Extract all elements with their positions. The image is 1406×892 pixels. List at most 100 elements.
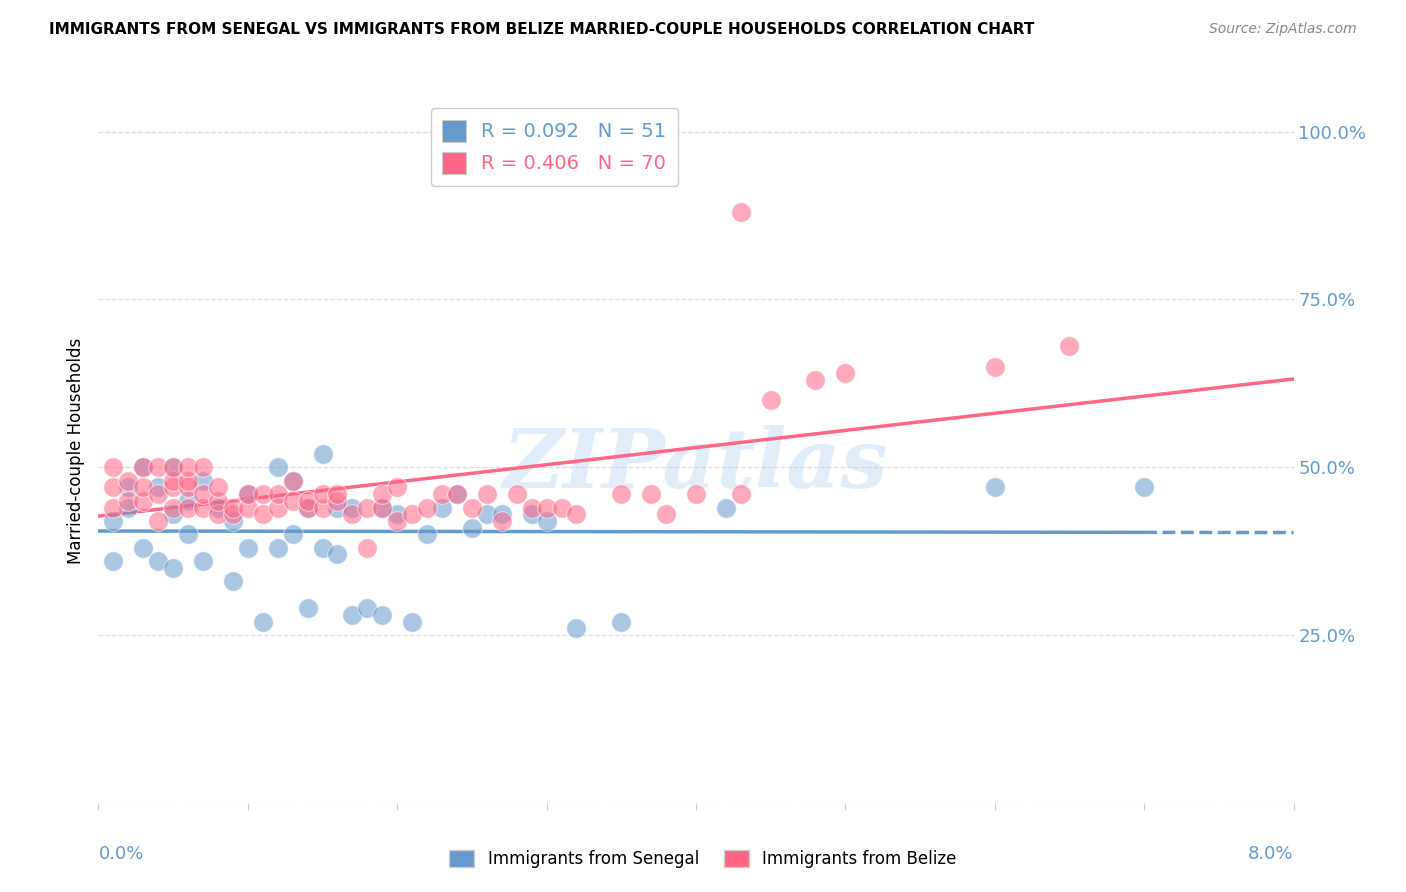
Point — [655, 507, 678, 521]
Point — [267, 460, 290, 475]
Point — [132, 480, 155, 494]
Legend: R = 0.092   N = 51, R = 0.406   N = 70: R = 0.092 N = 51, R = 0.406 N = 70 — [430, 108, 678, 186]
Point — [730, 487, 752, 501]
Point — [191, 554, 214, 568]
Point — [326, 500, 349, 515]
Point — [520, 500, 543, 515]
Point — [162, 474, 184, 488]
Point — [984, 359, 1007, 374]
Point — [342, 507, 364, 521]
Point — [207, 480, 229, 494]
Point — [148, 460, 170, 475]
Point — [984, 480, 1007, 494]
Point — [222, 574, 245, 589]
Point — [834, 366, 856, 380]
Point — [610, 487, 633, 501]
Point — [191, 474, 214, 488]
Point — [117, 493, 139, 508]
Point — [103, 480, 125, 494]
Point — [177, 493, 200, 508]
Point — [162, 480, 184, 494]
Point — [311, 541, 333, 555]
Point — [281, 527, 304, 541]
Point — [103, 500, 125, 515]
Point — [222, 514, 245, 528]
Point — [536, 500, 558, 515]
Point — [132, 460, 155, 475]
Point — [132, 541, 155, 555]
Point — [162, 561, 184, 575]
Point — [281, 474, 304, 488]
Point — [371, 607, 394, 622]
Point — [385, 507, 409, 521]
Point — [714, 500, 737, 515]
Point — [326, 548, 349, 562]
Point — [267, 487, 290, 501]
Point — [550, 500, 572, 515]
Point — [565, 621, 588, 635]
Point — [804, 373, 827, 387]
Point — [222, 507, 245, 521]
Point — [326, 487, 349, 501]
Point — [520, 507, 543, 521]
Point — [267, 541, 290, 555]
Point — [191, 487, 214, 501]
Text: IMMIGRANTS FROM SENEGAL VS IMMIGRANTS FROM BELIZE MARRIED-COUPLE HOUSEHOLDS CORR: IMMIGRANTS FROM SENEGAL VS IMMIGRANTS FR… — [49, 22, 1035, 37]
Point — [446, 487, 468, 501]
Point — [311, 447, 333, 461]
Text: 0.0%: 0.0% — [98, 845, 143, 863]
Point — [177, 474, 200, 488]
Point — [311, 487, 333, 501]
Point — [103, 460, 125, 475]
Point — [491, 507, 513, 521]
Point — [177, 527, 200, 541]
Point — [565, 507, 588, 521]
Point — [207, 493, 229, 508]
Point — [385, 480, 409, 494]
Point — [461, 500, 484, 515]
Point — [236, 487, 259, 501]
Text: Source: ZipAtlas.com: Source: ZipAtlas.com — [1209, 22, 1357, 37]
Point — [297, 500, 319, 515]
Point — [311, 500, 333, 515]
Point — [236, 487, 259, 501]
Point — [148, 514, 170, 528]
Point — [207, 500, 229, 515]
Point — [162, 460, 184, 475]
Point — [162, 507, 184, 521]
Point — [252, 615, 274, 629]
Point — [461, 521, 484, 535]
Text: ZIPatlas: ZIPatlas — [503, 425, 889, 505]
Point — [117, 480, 139, 494]
Point — [416, 500, 439, 515]
Point — [177, 460, 200, 475]
Point — [342, 607, 364, 622]
Point — [356, 601, 378, 615]
Point — [640, 487, 662, 501]
Point — [191, 500, 214, 515]
Point — [236, 541, 259, 555]
Point — [281, 493, 304, 508]
Point — [177, 500, 200, 515]
Point — [401, 615, 423, 629]
Point — [132, 460, 155, 475]
Point — [430, 500, 453, 515]
Point — [371, 487, 394, 501]
Point — [117, 500, 139, 515]
Y-axis label: Married-couple Households: Married-couple Households — [66, 337, 84, 564]
Point — [475, 507, 498, 521]
Text: 8.0%: 8.0% — [1249, 845, 1294, 863]
Point — [117, 474, 139, 488]
Point — [430, 487, 453, 501]
Point — [207, 507, 229, 521]
Point — [297, 500, 319, 515]
Point — [103, 554, 125, 568]
Point — [371, 500, 394, 515]
Point — [730, 205, 752, 219]
Point — [610, 615, 633, 629]
Point — [685, 487, 707, 501]
Point — [191, 460, 214, 475]
Point — [297, 601, 319, 615]
Point — [162, 460, 184, 475]
Point — [416, 527, 439, 541]
